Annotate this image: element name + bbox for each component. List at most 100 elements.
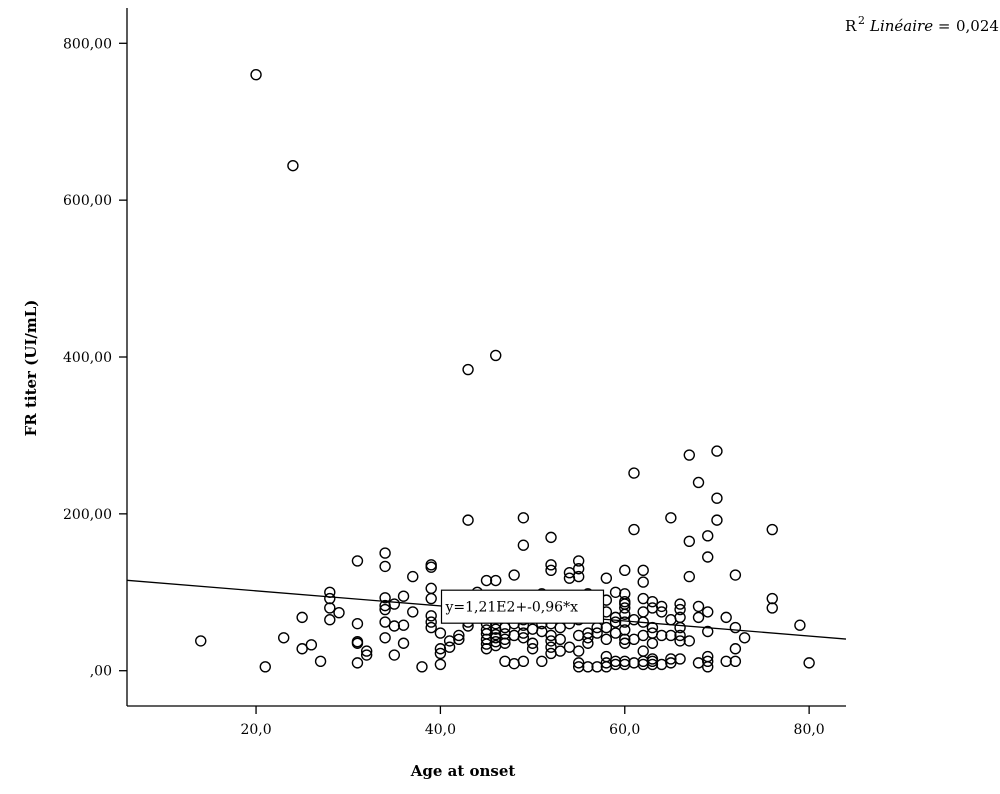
data-point	[324, 614, 336, 626]
data-point	[434, 647, 447, 660]
data-point	[499, 637, 511, 649]
data-point	[554, 621, 566, 634]
data-point	[674, 653, 686, 665]
data-point	[388, 598, 401, 610]
y-axis-title: FR titer (UI/mL)	[22, 300, 40, 437]
data-points	[195, 68, 815, 673]
data-point	[646, 621, 659, 634]
data-point	[434, 658, 447, 671]
data-point	[665, 657, 677, 669]
data-point	[609, 627, 622, 639]
data-point	[526, 637, 539, 649]
data-point	[692, 476, 705, 489]
data-point	[397, 590, 410, 602]
data-point	[683, 570, 695, 583]
data-point	[702, 551, 714, 563]
data-point	[296, 611, 308, 624]
data-point	[683, 449, 695, 461]
data-point	[674, 598, 686, 610]
data-point	[351, 637, 364, 649]
y-tick-label: 800,00	[63, 36, 112, 52]
r2-value: 0,024	[956, 17, 999, 35]
equation-label-group: y=1,21E2+-0,96*x	[440, 589, 605, 624]
x-tick-label: 60,0	[609, 722, 640, 738]
data-point	[619, 637, 631, 649]
data-point	[508, 629, 520, 642]
data-point	[591, 661, 603, 673]
data-point	[333, 606, 345, 619]
data-point	[637, 606, 649, 618]
data-point	[702, 606, 714, 618]
data-point	[619, 608, 631, 620]
data-point	[536, 655, 548, 667]
data-point	[379, 632, 391, 644]
data-point	[692, 600, 705, 613]
data-point	[545, 531, 557, 544]
data-point	[425, 561, 437, 573]
data-point	[766, 523, 778, 536]
data-point	[425, 621, 437, 634]
data-point	[794, 619, 806, 631]
data-point	[554, 645, 566, 657]
data-point	[517, 655, 530, 667]
data-point	[582, 661, 594, 673]
data-point	[407, 606, 419, 618]
x-axis-title: Age at onset	[410, 762, 516, 780]
data-point	[729, 569, 742, 581]
data-point	[637, 629, 649, 642]
data-point	[517, 539, 530, 551]
data-point	[545, 647, 557, 660]
data-point	[665, 653, 677, 665]
data-point	[490, 574, 502, 587]
data-point	[628, 614, 640, 626]
data-point	[351, 617, 364, 630]
data-point	[720, 655, 732, 667]
data-point	[665, 614, 677, 626]
data-point	[572, 629, 585, 642]
data-point	[702, 625, 714, 638]
y-tick-label: 200,00	[63, 507, 112, 523]
r2-label: R 2 Linéaire = 0,024	[845, 14, 999, 35]
data-point	[259, 661, 271, 673]
data-point	[416, 661, 428, 673]
data-point	[388, 620, 401, 632]
data-point	[619, 633, 631, 646]
data-point	[692, 611, 705, 624]
data-point	[508, 657, 520, 670]
data-point	[314, 655, 327, 667]
data-point	[628, 467, 640, 479]
r2-superscript: 2	[858, 14, 865, 27]
data-point	[600, 572, 613, 584]
data-point	[462, 363, 474, 376]
data-point	[545, 629, 557, 642]
data-point	[388, 649, 401, 661]
data-point	[609, 586, 622, 598]
data-point	[729, 643, 742, 655]
data-point	[351, 657, 364, 669]
data-point	[360, 649, 373, 661]
data-point	[287, 159, 299, 172]
data-point	[545, 641, 557, 653]
data-point	[738, 632, 751, 644]
data-point	[443, 641, 456, 653]
equation-label: y=1,21E2+-0,96*x	[445, 600, 579, 616]
data-point	[646, 595, 659, 608]
data-point	[250, 68, 262, 81]
data-point	[296, 643, 308, 655]
data-point	[305, 639, 318, 651]
y-tick-label: ,00	[90, 664, 112, 680]
x-axis: 20,0 40,0 60,0 80,0	[127, 705, 846, 738]
data-point	[453, 629, 465, 642]
data-point	[711, 492, 723, 504]
data-point	[692, 657, 705, 669]
data-point	[397, 619, 410, 631]
data-point	[379, 603, 391, 616]
data-point	[729, 655, 742, 667]
data-point	[379, 592, 391, 604]
data-point	[572, 563, 585, 575]
data-point	[619, 602, 631, 614]
y-tick-label: 400,00	[63, 350, 112, 366]
data-point	[637, 645, 649, 657]
data-point	[499, 655, 511, 667]
